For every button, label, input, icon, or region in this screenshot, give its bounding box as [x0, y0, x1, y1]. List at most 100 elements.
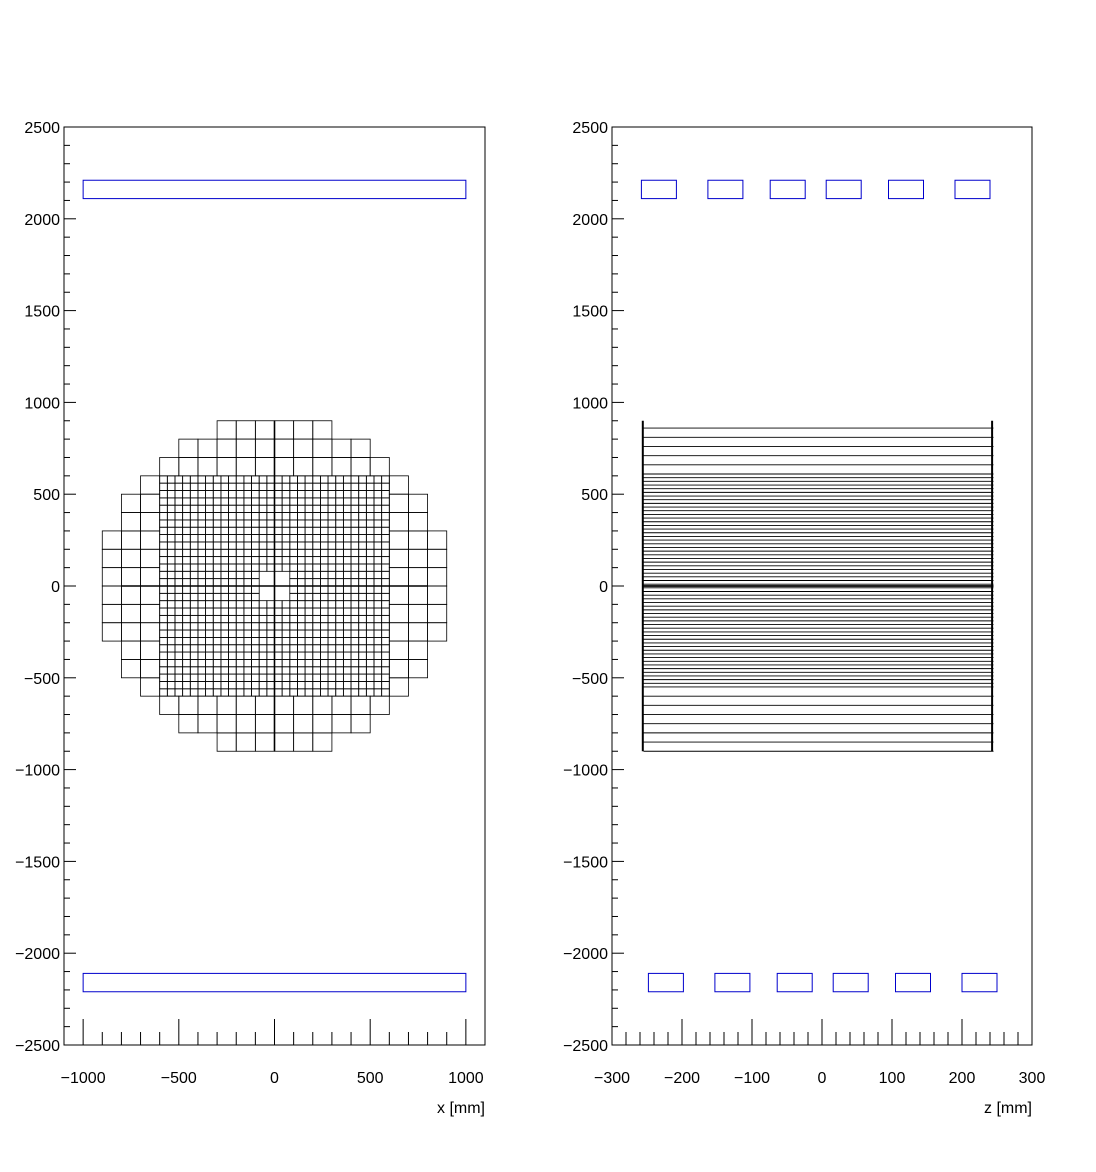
calorimeter-cell: [243, 614, 252, 624]
calorimeter-cell: [365, 666, 375, 675]
calorimeter-cell: [335, 622, 344, 631]
y-tick-label: 500: [581, 487, 608, 504]
calorimeter-cell: [274, 475, 283, 484]
calorimeter-cell: [350, 659, 360, 668]
calorimeter-cell: [189, 512, 199, 521]
calorimeter-cell: [388, 677, 409, 697]
calorimeter-cell: [159, 457, 180, 477]
calorimeter-cell: [205, 585, 214, 594]
calorimeter-cell: [320, 541, 329, 550]
calorimeter-cell: [342, 651, 352, 660]
calorimeter-cell: [189, 475, 199, 484]
calorimeter-cell: [327, 622, 337, 631]
calorimeter-cell: [266, 644, 275, 653]
x-tick-label: −300: [594, 1070, 630, 1087]
calorimeter-cell: [189, 600, 199, 609]
calorimeter-cell: [174, 659, 184, 668]
y-tick-label: −1500: [563, 854, 608, 871]
calorimeter-cell: [289, 585, 298, 594]
calorimeter-cell: [297, 688, 306, 697]
calorimeter-cell: [228, 651, 237, 660]
calorimeter-cell: [327, 475, 337, 484]
calorimeter-cell: [327, 578, 337, 587]
calorimeter-cell: [235, 651, 245, 660]
calorimeter-cell: [235, 578, 245, 587]
calorimeter-cell: [197, 629, 207, 638]
calorimeter-cell: [289, 556, 298, 565]
calorimeter-cell: [174, 548, 184, 558]
calorimeter-cell: [373, 607, 383, 616]
calorimeter-cell: [281, 644, 291, 653]
calorimeter-cell: [297, 563, 306, 572]
calorimeter-cell: [212, 673, 222, 682]
calorimeter-cell: [235, 497, 245, 506]
calorimeter-cell: [289, 504, 298, 513]
calorimeter-cell: [358, 651, 367, 660]
calorimeter-cell: [258, 541, 268, 550]
calorimeter-cell: [174, 585, 184, 594]
calorimeter-cell: [235, 556, 245, 565]
calorimeter-cell: [365, 688, 375, 697]
calorimeter-cell: [297, 637, 306, 646]
calorimeter-cell: [166, 578, 176, 587]
calorimeter-cell: [335, 614, 344, 624]
calorimeter-cell: [327, 512, 337, 521]
calorimeter-cell: [312, 548, 321, 558]
calorimeter-cell: [228, 490, 237, 499]
calorimeter-cell: [297, 475, 306, 484]
calorimeter-cell: [335, 629, 344, 638]
calorimeter-cell: [304, 512, 314, 521]
calorimeter-cell: [189, 651, 199, 660]
calorimeter-cell: [197, 607, 207, 616]
calorimeter-cell: [342, 600, 352, 609]
calorimeter-cell: [182, 614, 191, 624]
detector-box: [707, 179, 744, 200]
calorimeter-cell: [297, 607, 306, 616]
calorimeter-cell: [258, 666, 268, 675]
calorimeter-cell: [342, 644, 352, 653]
calorimeter-cell: [182, 592, 191, 602]
calorimeter-cell: [388, 659, 409, 679]
calorimeter-cell: [320, 482, 329, 491]
calorimeter-cell: [159, 519, 168, 528]
calorimeter-cell: [312, 592, 321, 602]
calorimeter-cell: [304, 570, 314, 580]
calorimeter-cell: [251, 504, 260, 513]
left-tick-labels: −2500 −2000 −1500 −1000 −500 0 500 1000 1500 2000…: [15, 120, 484, 1087]
calorimeter-cell: [281, 629, 291, 638]
calorimeter-cell: [166, 512, 176, 521]
calorimeter-cell: [365, 534, 375, 543]
calorimeter-cell: [212, 592, 222, 602]
calorimeter-cell: [365, 578, 375, 587]
calorimeter-cell: [212, 614, 222, 624]
calorimeter-cell: [381, 681, 390, 690]
calorimeter-cell: [289, 673, 298, 682]
calorimeter-cell: [369, 457, 390, 477]
calorimeter-cell: [228, 548, 237, 558]
calorimeter-cell: [335, 570, 344, 580]
calorimeter-cell: [166, 490, 176, 499]
calorimeter-cell: [228, 534, 237, 543]
calorimeter-cell: [121, 640, 141, 660]
calorimeter-cell: [266, 600, 275, 609]
calorimeter-cell: [365, 637, 375, 646]
calorimeter-cell: [373, 688, 383, 697]
calorimeter-cell: [320, 666, 329, 675]
calorimeter-cell: [289, 541, 298, 550]
calorimeter-cell: [235, 512, 245, 521]
calorimeter-cell: [304, 637, 314, 646]
calorimeter-cell: [228, 607, 237, 616]
calorimeter-cell: [320, 534, 329, 543]
calorimeter-cell: [235, 475, 245, 484]
calorimeter-cell: [166, 651, 176, 660]
calorimeter-cell: [289, 490, 298, 499]
calorimeter-cell: [266, 637, 275, 646]
calorimeter-cell: [197, 585, 207, 594]
calorimeter-cell: [381, 622, 390, 631]
calorimeter-cell: [342, 673, 352, 682]
calorimeter-cell: [235, 570, 245, 580]
calorimeter-cell: [365, 607, 375, 616]
calorimeter-cell: [189, 629, 199, 638]
calorimeter-cell: [350, 504, 360, 513]
calorimeter-cell: [293, 695, 314, 715]
